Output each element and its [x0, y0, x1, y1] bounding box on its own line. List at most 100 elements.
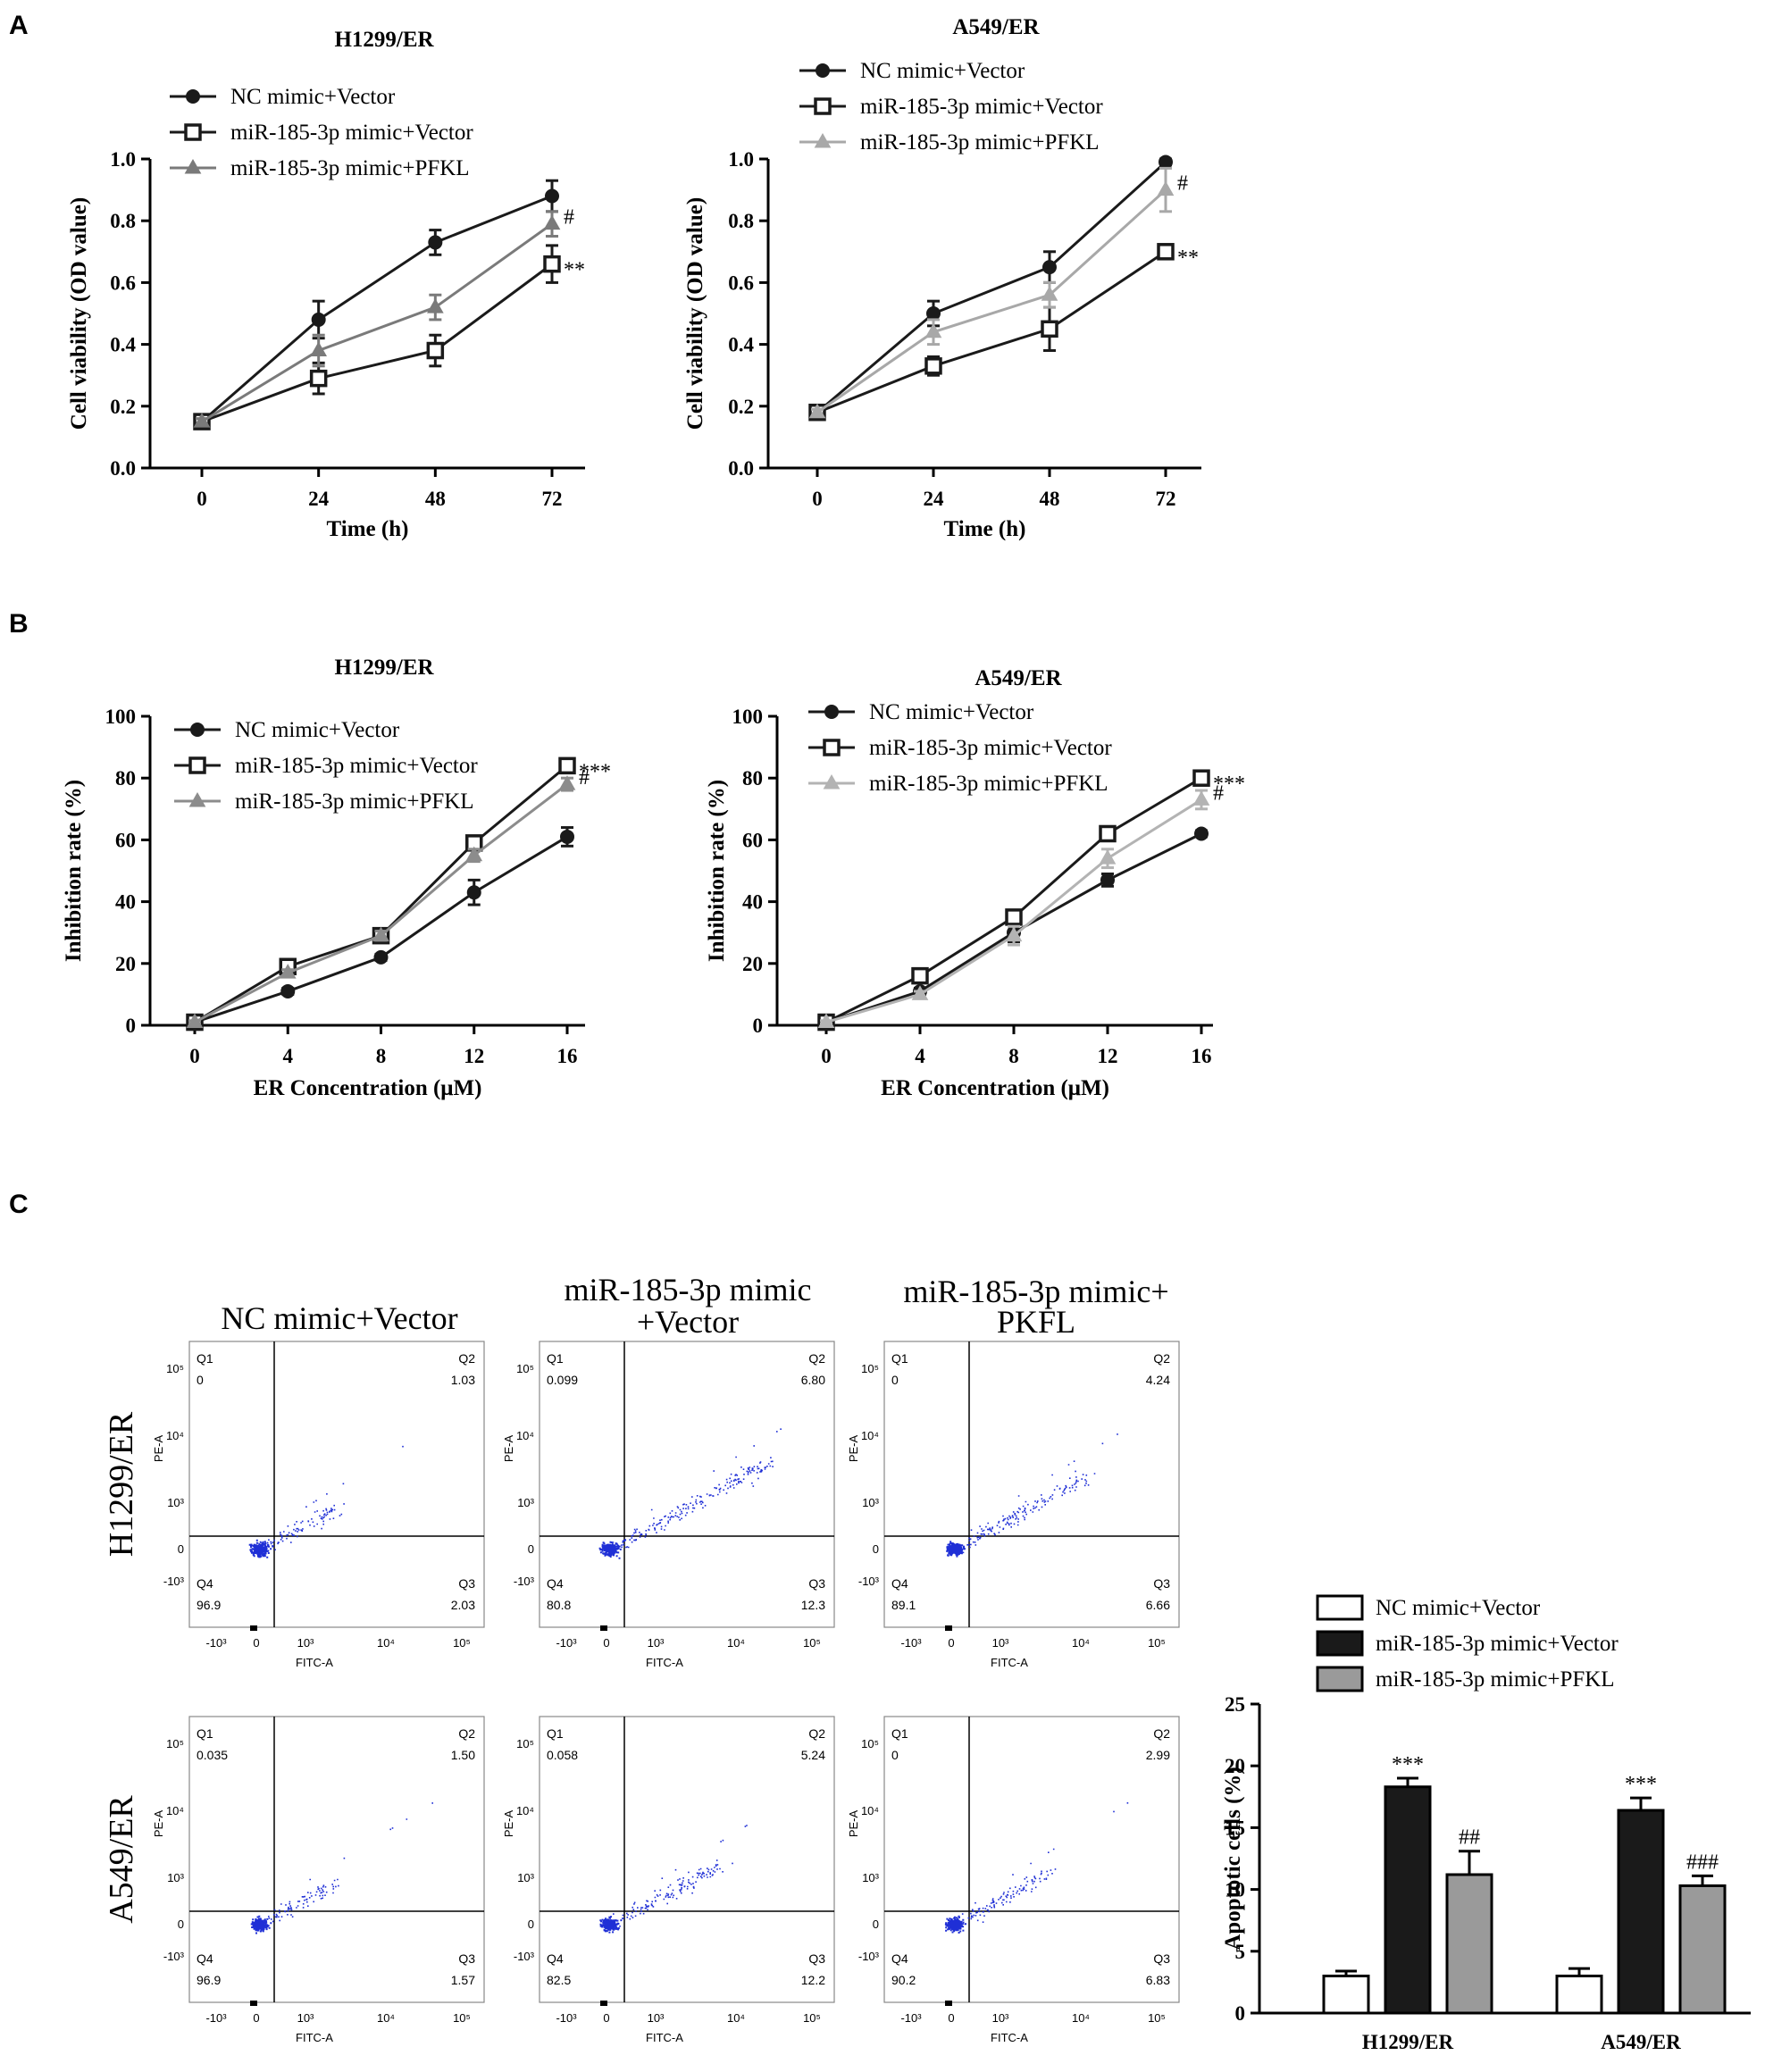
flow-plot: Q1 0 Q2 2.99 Q4 90.2 Q3 6.83 10⁵ 10⁴ 10³ 0 -10³ PE-A -…	[847, 1716, 1180, 2044]
data-point-triangle	[426, 298, 444, 313]
flow-x-tick: 10⁴	[727, 2011, 745, 2025]
flow-y-axis-label: PE-A	[152, 1435, 165, 1463]
data-point-triangle	[543, 214, 561, 230]
flow-axis-marker	[250, 1625, 257, 1631]
y-tick-label: 0	[1235, 2002, 1246, 2025]
significance-annotation: #	[1213, 781, 1224, 805]
x-tick-label: 72	[1156, 488, 1176, 510]
q2-label: Q2	[808, 1726, 825, 1741]
y-tick-label: 20	[115, 953, 136, 975]
flow-x-axis-label: FITC-A	[296, 1656, 333, 1669]
q4-value: 89.1	[891, 1598, 916, 1612]
y-tick-label: 25	[1225, 1693, 1245, 1716]
y-tick-label: 0.0	[728, 457, 754, 480]
y-tick-label: 0.8	[110, 210, 136, 232]
flow-x-tick: 10⁴	[377, 2011, 395, 2025]
y-tick-label: 100	[105, 706, 137, 728]
q1-label: Q1	[547, 1726, 564, 1741]
q2-value: 1.50	[451, 1748, 475, 1762]
flow-y-axis-label: PE-A	[502, 1435, 515, 1463]
data-point-circle	[311, 312, 326, 327]
data-point-triangle	[310, 341, 328, 357]
y-tick-label: 80	[115, 767, 136, 790]
y-tick-label: 40	[115, 891, 136, 914]
data-point-triangle	[1099, 849, 1117, 865]
flow-y-axis-label: PE-A	[847, 1810, 860, 1838]
q3-label: Q3	[1153, 1576, 1170, 1591]
legend-label: miR-185-3p mimic+Vector	[1376, 1632, 1619, 1656]
flow-plot: Q1 0.058 Q2 5.24 Q4 82.5 Q3 12.2 10⁵ 10⁴ 10³ 0 -10³ P…	[502, 1716, 835, 2044]
x-tick-label: 12	[1098, 1045, 1118, 1067]
x-tick-label: 48	[1040, 488, 1060, 510]
data-point-circle	[1194, 826, 1209, 841]
flow-x-tick: 10³	[648, 2011, 665, 2025]
q2-value: 5.24	[801, 1748, 825, 1762]
flow-x-axis-label: FITC-A	[991, 1656, 1028, 1669]
q1-label: Q1	[891, 1726, 908, 1741]
q3-label: Q3	[808, 1951, 825, 1966]
flow-y-tick: 10⁴	[861, 1429, 879, 1442]
flow-plot-frame	[539, 1341, 835, 1628]
panel-label-a: A	[9, 11, 29, 40]
flow-y-tick: -10³	[514, 1575, 535, 1588]
flow-x-tick: 10³	[297, 2011, 314, 2025]
y-tick-label: 100	[732, 706, 764, 728]
x-category-label: A549/ER	[1601, 2031, 1681, 2053]
data-point-triangle	[1157, 180, 1175, 196]
legend-marker	[184, 158, 202, 174]
flow-x-tick: -10³	[205, 2011, 227, 2025]
y-tick-label: 0.6	[728, 272, 754, 294]
legend-label: miR-185-3p mimic+Vector	[230, 121, 473, 145]
flow-y-tick: 0	[178, 1917, 184, 1931]
y-tick-label: 10	[1225, 1879, 1245, 1901]
flow-y-tick: 10³	[517, 1496, 534, 1509]
flow-y-tick: 10⁵	[516, 1737, 534, 1750]
y-axis-label: Inhibition rate (%)	[705, 780, 729, 962]
x-tick-label: 4	[283, 1045, 294, 1067]
flow-x-tick: 10⁴	[1072, 1636, 1090, 1650]
x-axis-label: ER Concentration (μM)	[254, 1076, 482, 1100]
chart-a-h1299: 0.0 0.2 0.4 0.6 0.8 1.0 0 24 48 72 H1299/ER Time (h…	[67, 28, 585, 541]
y-tick-label: 0.2	[110, 396, 136, 418]
legend-label: miR-185-3p mimic+PFKL	[1376, 1667, 1615, 1692]
y-tick-label: 15	[1225, 1817, 1245, 1839]
x-tick-label: 72	[542, 488, 563, 510]
flow-plot-frame	[883, 1341, 1180, 1628]
flow-y-tick: 10⁵	[861, 1362, 879, 1375]
y-tick-label: 1.0	[110, 148, 136, 171]
legend-marker	[188, 756, 206, 774]
q3-value: 1.57	[451, 1973, 475, 1987]
flow-row-title: A549/ER	[103, 1795, 140, 1924]
x-tick-label: 0	[812, 488, 823, 510]
flow-plot: Q1 0.099 Q2 6.80 Q4 80.8 Q3 12.3 10⁵ 10⁴ 10³ 0 -10³ P…	[502, 1341, 835, 1669]
legend-swatch	[1316, 1594, 1364, 1621]
q1-value: 0	[891, 1748, 899, 1762]
q3-label: Q3	[1153, 1951, 1170, 1966]
flow-x-tick: 10⁴	[377, 1636, 395, 1650]
flow-x-tick: 10⁵	[803, 1636, 821, 1650]
flow-column-title: miR-185-3p mimic	[565, 1272, 812, 1308]
flow-axis-marker	[600, 2001, 607, 2006]
legend-marker	[816, 63, 830, 78]
q1-value: 0.099	[547, 1373, 578, 1387]
flow-y-tick: 10⁵	[516, 1362, 534, 1375]
flow-y-tick: 10⁴	[166, 1429, 184, 1442]
y-tick-label: 0	[126, 1015, 137, 1037]
series-line-2	[816, 188, 1167, 414]
panel-label-b: B	[9, 609, 29, 639]
legend-label: NC mimic+Vector	[860, 59, 1025, 83]
data-point-square	[1005, 908, 1023, 926]
q1-value: 0.058	[547, 1748, 578, 1762]
legend-marker	[814, 97, 832, 115]
q2-value: 2.99	[1146, 1748, 1170, 1762]
flow-y-tick: 10⁴	[516, 1429, 534, 1442]
flow-column-title: NC mimic+Vector	[221, 1300, 457, 1336]
flow-x-tick: -10³	[205, 1636, 227, 1650]
bar-significance-label: ##	[1459, 1826, 1480, 1850]
data-point-triangle	[1192, 790, 1210, 806]
flow-x-tick: -10³	[556, 2011, 577, 2025]
flow-plot: Q1 0 Q2 1.03 Q4 96.9 Q3 2.03 10⁵ 10⁴ 10³ 0 -10³ PE-A -…	[152, 1341, 485, 1669]
flow-y-tick: 10⁴	[861, 1804, 879, 1817]
x-tick-label: 0	[821, 1045, 832, 1067]
legend-marker	[823, 739, 841, 756]
